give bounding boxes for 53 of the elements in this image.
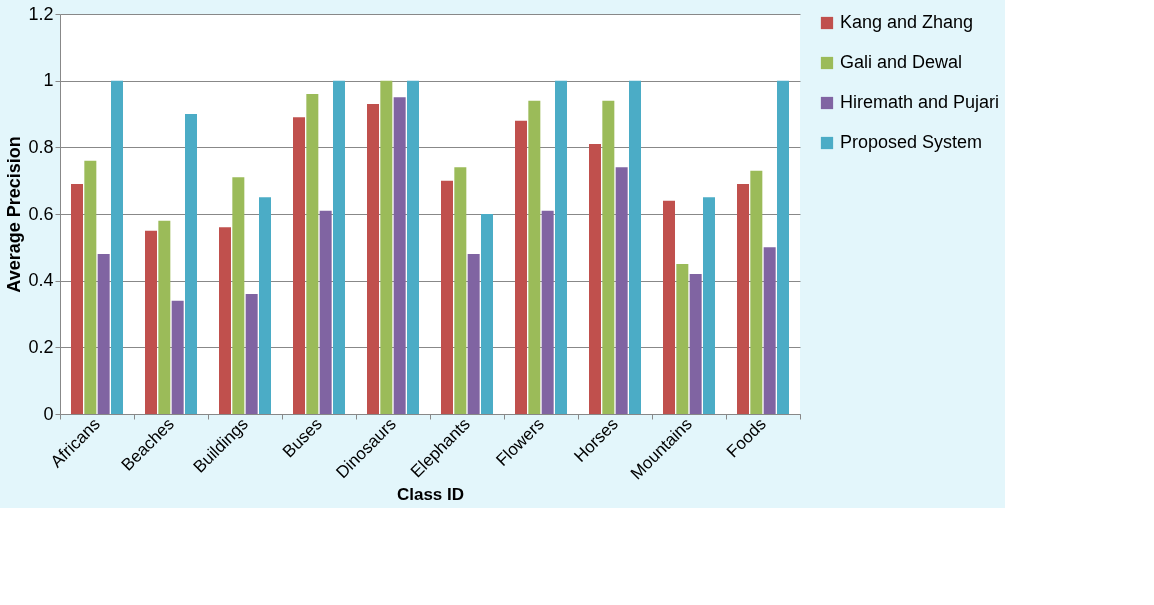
legend-label: Kang and Zhang (840, 12, 974, 32)
bar (219, 227, 231, 414)
bar (676, 264, 689, 414)
bar (333, 80, 345, 414)
bar (467, 254, 480, 414)
bar (555, 80, 567, 414)
bar (737, 184, 749, 414)
bar (293, 117, 305, 414)
bar (319, 210, 332, 414)
bar (602, 100, 615, 414)
bar (306, 94, 319, 414)
bar (158, 220, 171, 414)
y-tick-label: 1 (43, 70, 54, 91)
legend-label: Proposed System (840, 132, 983, 152)
bar (528, 100, 541, 414)
y-tick-label: 0.6 (28, 203, 54, 224)
bar (763, 247, 776, 414)
bar (750, 170, 763, 414)
bar (84, 160, 97, 414)
bar (245, 294, 258, 414)
y-tick-label: 0.8 (28, 136, 54, 157)
bar (71, 184, 83, 414)
y-axis-title: Average Precision (4, 136, 25, 293)
bar (407, 80, 419, 414)
bar (111, 80, 123, 414)
bar (589, 144, 601, 414)
bar (393, 97, 406, 414)
bar (663, 200, 675, 414)
x-axis-title: Class ID (396, 484, 465, 504)
bar (515, 120, 527, 414)
bar (145, 230, 157, 414)
bar (689, 274, 702, 414)
bar (441, 180, 453, 414)
bar (185, 114, 197, 414)
bar (171, 300, 184, 414)
bar (777, 80, 789, 414)
bar (481, 214, 493, 414)
bar (380, 80, 393, 414)
bar (367, 104, 379, 414)
y-tick-label: 0.4 (28, 270, 54, 291)
legend-label: Gali and Dewal (840, 52, 963, 72)
bar (615, 167, 628, 414)
y-tick-label: 1.2 (28, 3, 54, 24)
y-tick-label: 0 (43, 403, 54, 424)
bar (232, 177, 245, 414)
bar (629, 80, 641, 414)
bar (454, 167, 467, 414)
bar (97, 254, 110, 414)
bar (259, 197, 271, 414)
bar (541, 210, 554, 414)
legend-label: Hiremath and Pujari (840, 92, 1000, 112)
bar (703, 197, 715, 414)
y-tick-label: 0.2 (28, 336, 54, 357)
